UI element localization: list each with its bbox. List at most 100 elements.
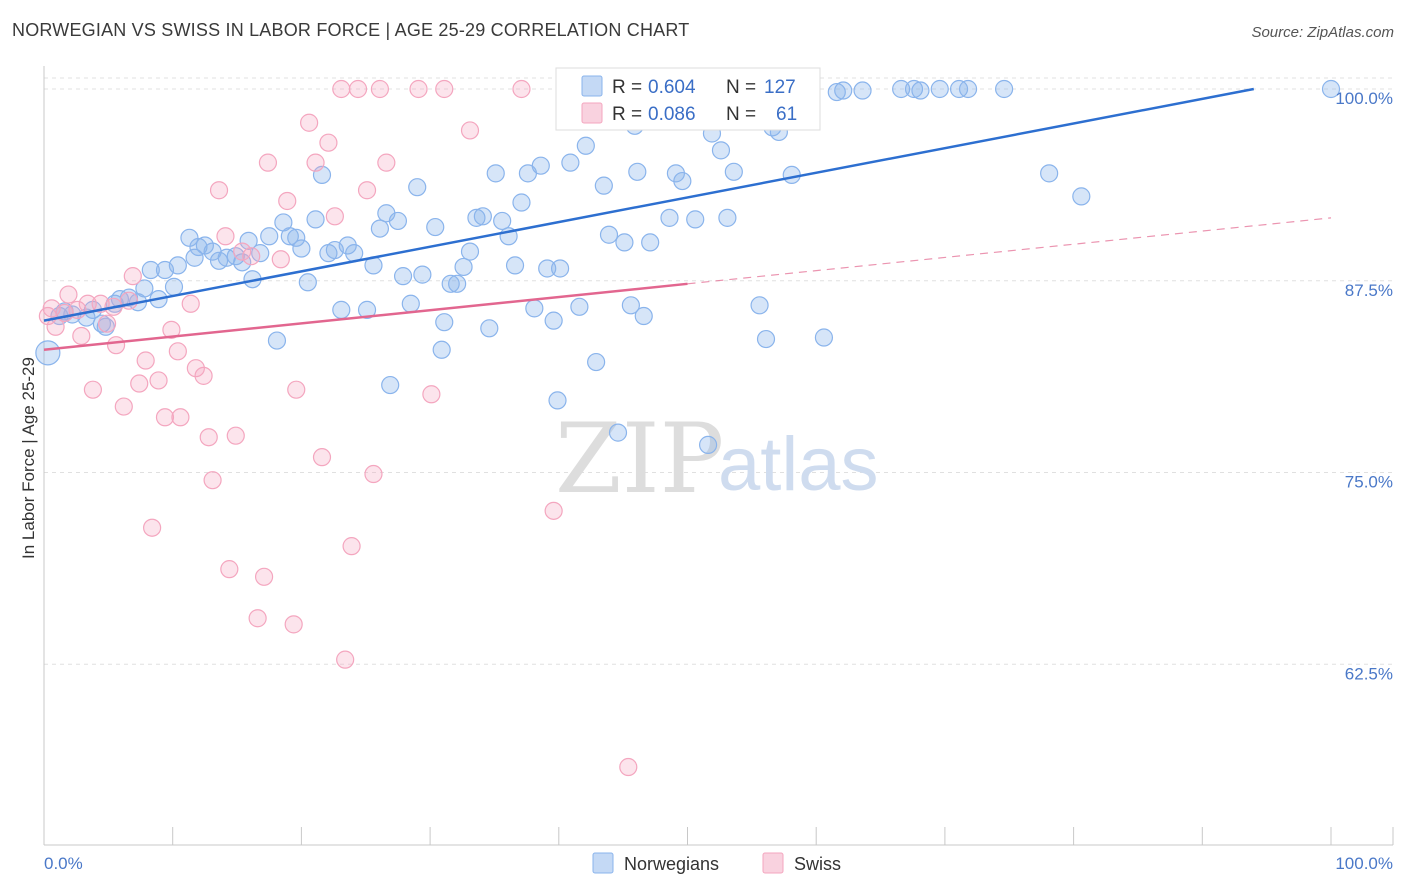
legend-r-value-norwegians: 0.604: [648, 77, 696, 98]
point-swiss-33: [233, 242, 252, 261]
point-swiss-38: [271, 250, 290, 269]
point-norwegians-103: [750, 296, 769, 315]
point-norwegians-17: [168, 256, 187, 275]
point-norwegians-7: [96, 317, 115, 336]
point-swiss-18: [143, 518, 162, 537]
legend-swatch-norwegians: [581, 75, 603, 97]
x-tick-label-left: 0.0%: [44, 854, 83, 873]
point-norwegians-116: [892, 79, 911, 99]
grid: [44, 77, 1393, 665]
point-swiss-8: [83, 380, 103, 399]
point-norwegians-60: [460, 242, 480, 261]
point-norwegians-35: [292, 239, 311, 258]
point-swiss-39: [278, 191, 297, 211]
y-tick-label-0: 100.0%: [1335, 89, 1393, 108]
point-swiss-49: [342, 537, 361, 556]
point-swiss-12: [106, 336, 126, 355]
point-swiss-45: [319, 133, 338, 152]
point-norwegians-36: [298, 273, 317, 292]
point-norwegians-71: [531, 156, 550, 175]
point-norwegians-57: [441, 274, 460, 293]
point-swiss-23: [171, 408, 190, 427]
point-norwegians-72: [538, 259, 557, 278]
trend-line-swiss-extension: [687, 217, 1332, 285]
point-norwegians-115: [853, 81, 872, 100]
point-swiss-42: [300, 113, 319, 132]
point-norwegians-49: [388, 211, 408, 231]
axes: [43, 66, 1394, 846]
y-tick-label-2: 75.0%: [1345, 473, 1393, 492]
point-swiss-57: [435, 79, 454, 99]
point-swiss-31: [220, 560, 239, 579]
point-norwegians-30: [260, 227, 279, 246]
point-norwegians-112: [814, 328, 834, 347]
point-norwegians-52: [408, 178, 427, 197]
trend-line-norwegians: [43, 87, 1255, 322]
watermark: ZIP atlas: [555, 403, 879, 515]
point-swiss-61: [619, 757, 638, 777]
point-swiss-51: [357, 181, 377, 200]
point-norwegians-59: [454, 257, 473, 277]
source-label: Source: ZipAtlas.com: [1251, 24, 1394, 41]
point-norwegians-113: [827, 82, 846, 102]
point-norwegians-16: [164, 277, 184, 296]
point-norwegians-83: [615, 233, 634, 252]
point-swiss-44: [312, 448, 332, 467]
point-norwegians-68: [512, 193, 531, 212]
point-norwegians-104: [756, 329, 776, 349]
point-swiss-22: [168, 342, 187, 361]
legend-r-label-swiss: R =: [612, 104, 642, 125]
point-norwegians-58: [448, 274, 467, 293]
point-swiss-47: [332, 79, 351, 99]
point-swiss-26: [194, 366, 213, 385]
watermark-atlas: atlas: [718, 422, 879, 507]
bottom-legend-swiss: Swiss: [794, 854, 841, 874]
point-norwegians-70: [525, 299, 544, 318]
point-norwegians-26: [233, 253, 252, 272]
point-norwegians-0: [35, 340, 61, 366]
point-norwegians-46: [370, 219, 390, 238]
point-norwegians-84: [621, 296, 640, 315]
point-swiss-17: [136, 351, 155, 370]
point-norwegians-31: [267, 331, 287, 350]
point-norwegians-100: [724, 162, 743, 181]
bottom-legend-norwegians: Norwegians: [624, 854, 719, 874]
legend-swatch-swiss: [581, 102, 603, 124]
point-norwegians-108: [782, 165, 801, 185]
point-norwegians-13: [141, 260, 160, 280]
point-norwegians-92: [673, 171, 692, 191]
point-norwegians-65: [493, 211, 512, 231]
point-swiss-32: [226, 426, 245, 445]
point-norwegians-125: [1321, 79, 1341, 99]
point-swiss-40: [284, 615, 303, 634]
y-tick-labels: 100.0% 87.5% 75.0% 62.5%: [1335, 89, 1393, 683]
point-norwegians-114: [834, 81, 853, 100]
point-norwegians-64: [486, 164, 505, 183]
x-tick-label-right: 100.0%: [1335, 854, 1393, 873]
point-norwegians-75: [550, 259, 570, 278]
point-norwegians-82: [608, 423, 628, 442]
point-norwegians-124: [1072, 187, 1091, 206]
point-norwegians-63: [480, 319, 499, 338]
point-norwegians-48: [381, 375, 400, 395]
point-swiss-52: [364, 464, 383, 484]
point-norwegians-33: [280, 227, 299, 246]
legend-n-value-norwegians: 127: [764, 77, 796, 98]
point-swiss-6: [72, 326, 91, 346]
point-norwegians-119: [930, 79, 949, 99]
point-norwegians-81: [599, 225, 619, 244]
point-swiss-24: [181, 294, 200, 313]
point-swiss-13: [114, 397, 133, 416]
point-swiss-46: [325, 207, 344, 226]
series-legend: Norwegians Swiss: [592, 852, 841, 874]
point-norwegians-90: [660, 208, 679, 227]
point-swiss-29: [209, 181, 229, 200]
point-swiss-20: [155, 408, 175, 427]
point-norwegians-74: [548, 391, 567, 410]
point-norwegians-41: [332, 300, 351, 319]
point-norwegians-55: [432, 340, 451, 359]
watermark-zip: ZIP: [555, 403, 724, 515]
point-norwegians-121: [958, 79, 978, 99]
legend-n-label-swiss: N =: [726, 104, 756, 125]
point-norwegians-88: [641, 233, 660, 252]
